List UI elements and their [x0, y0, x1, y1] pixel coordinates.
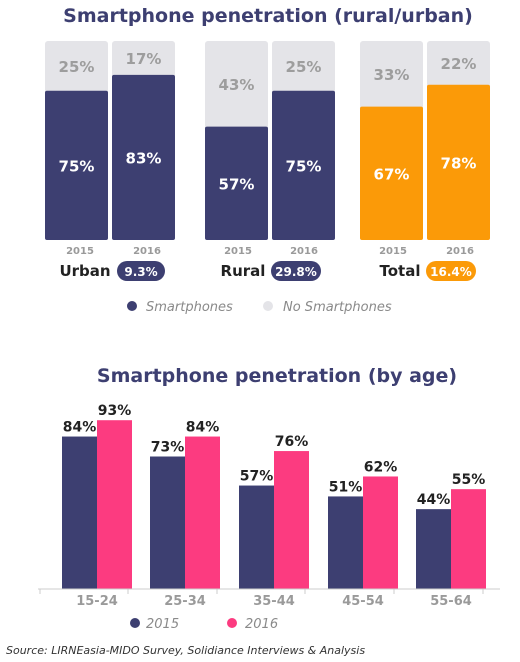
category-label-55-64: 55-64 — [430, 594, 472, 609]
growth-badge-text-rural: 29.8% — [275, 265, 317, 279]
label-urban-2015-smartphones: 75% — [59, 157, 95, 175]
stacked-bar-chart: 25% 75% 2015 17% 83% 2016 Urban 9.3% 43% 57% 2015 2… — [45, 41, 490, 281]
legend-years: 2015 2016 — [130, 617, 278, 632]
legend-label-2015: 2015 — [146, 617, 179, 632]
value-label-35-44-2015: 57% — [240, 469, 274, 485]
bar-25-34-2016 — [185, 436, 220, 589]
bar-15-24-2015 — [62, 436, 97, 589]
growth-badge-urban — [117, 261, 165, 281]
chart-title-rural-urban: Smartphone penetration (rural/urban) — [63, 5, 473, 27]
growth-badge-total — [426, 261, 476, 281]
year-label-rural-2015: 2015 — [224, 246, 252, 257]
bar-45-54-2015 — [328, 496, 363, 589]
year-label-total-2016: 2016 — [446, 246, 474, 257]
bar-total-2015-smartphones — [360, 106, 423, 240]
growth-badge-rural — [271, 261, 321, 281]
label-total-2016-no-smartphones: 22% — [441, 55, 477, 73]
value-label-25-34-2015: 73% — [151, 440, 185, 456]
bar-55-64-2015 — [416, 509, 451, 589]
value-label-45-54-2015: 51% — [329, 479, 363, 495]
label-urban-2015-no-smartphones: 25% — [59, 58, 95, 76]
source-note: Source: LIRNEasia-MIDO Survey, Solidianc… — [6, 644, 365, 657]
label-total-2015-smartphones: 67% — [374, 165, 410, 183]
bar-rural-2015-smartphones — [205, 126, 268, 240]
label-rural-2016-no-smartphones: 25% — [286, 58, 322, 76]
legend-marker-no-smartphones — [263, 301, 273, 311]
label-urban-2016-no-smartphones: 17% — [126, 50, 162, 68]
legend-smartphones: Smartphones No Smartphones — [127, 300, 392, 315]
category-label-35-44: 35-44 — [253, 594, 295, 609]
label-total-2015-no-smartphones: 33% — [374, 66, 410, 84]
bar-urban-2016-smartphones — [112, 74, 175, 240]
value-label-35-44-2016: 76% — [275, 434, 309, 450]
growth-badge-text-urban: 9.3% — [124, 265, 157, 279]
legend-marker-smartphones — [127, 301, 137, 311]
group-name-urban: Urban — [59, 262, 110, 280]
bar-25-34-2015 — [150, 456, 185, 589]
value-label-55-64-2016: 55% — [452, 472, 486, 488]
year-label-rural-2016: 2016 — [290, 246, 318, 257]
legend-marker-2016 — [227, 618, 237, 628]
category-label-25-34: 25-34 — [164, 594, 206, 609]
category-label-45-54: 45-54 — [342, 594, 384, 609]
bar-35-44-2015 — [239, 485, 274, 589]
bar-15-24-2016 — [97, 420, 132, 589]
bar-45-54-2016 — [363, 476, 398, 589]
chart-title-by-age: Smartphone penetration (by age) — [97, 365, 457, 387]
bar-rural-2016-smartphones — [272, 90, 335, 240]
year-label-urban-2016: 2016 — [133, 246, 161, 257]
growth-badge-text-total: 16.4% — [430, 265, 472, 279]
bar-urban-2015-smartphones — [45, 90, 108, 240]
legend-label-smartphones: Smartphones — [146, 300, 233, 315]
bar-55-64-2016 — [451, 489, 486, 589]
legend-marker-2015 — [130, 618, 140, 628]
label-rural-2016-smartphones: 75% — [286, 157, 322, 175]
year-label-urban-2015: 2015 — [66, 246, 94, 257]
value-label-55-64-2015: 44% — [417, 492, 451, 508]
bar-35-44-2016 — [274, 451, 309, 589]
year-label-total-2015: 2015 — [379, 246, 407, 257]
legend-label-no-smartphones: No Smartphones — [283, 300, 392, 315]
category-label-15-24: 15-24 — [76, 594, 118, 609]
label-total-2016-smartphones: 78% — [441, 154, 477, 172]
group-name-rural: Rural — [221, 262, 266, 280]
label-rural-2015-smartphones: 57% — [219, 175, 255, 193]
legend-label-2016: 2016 — [245, 617, 278, 632]
value-label-45-54-2016: 62% — [364, 459, 398, 475]
value-label-15-24-2016: 93% — [98, 403, 132, 419]
value-label-15-24-2015: 84% — [63, 420, 97, 436]
group-name-total: Total — [380, 262, 421, 280]
label-urban-2016-smartphones: 83% — [126, 149, 162, 167]
grouped-bar-chart: 84%93%15-2473%84%25-3457%76%35-4451%62%4… — [38, 403, 500, 609]
bar-total-2016-smartphones — [427, 84, 490, 240]
value-label-25-34-2016: 84% — [186, 420, 220, 436]
label-rural-2015-no-smartphones: 43% — [219, 76, 255, 94]
